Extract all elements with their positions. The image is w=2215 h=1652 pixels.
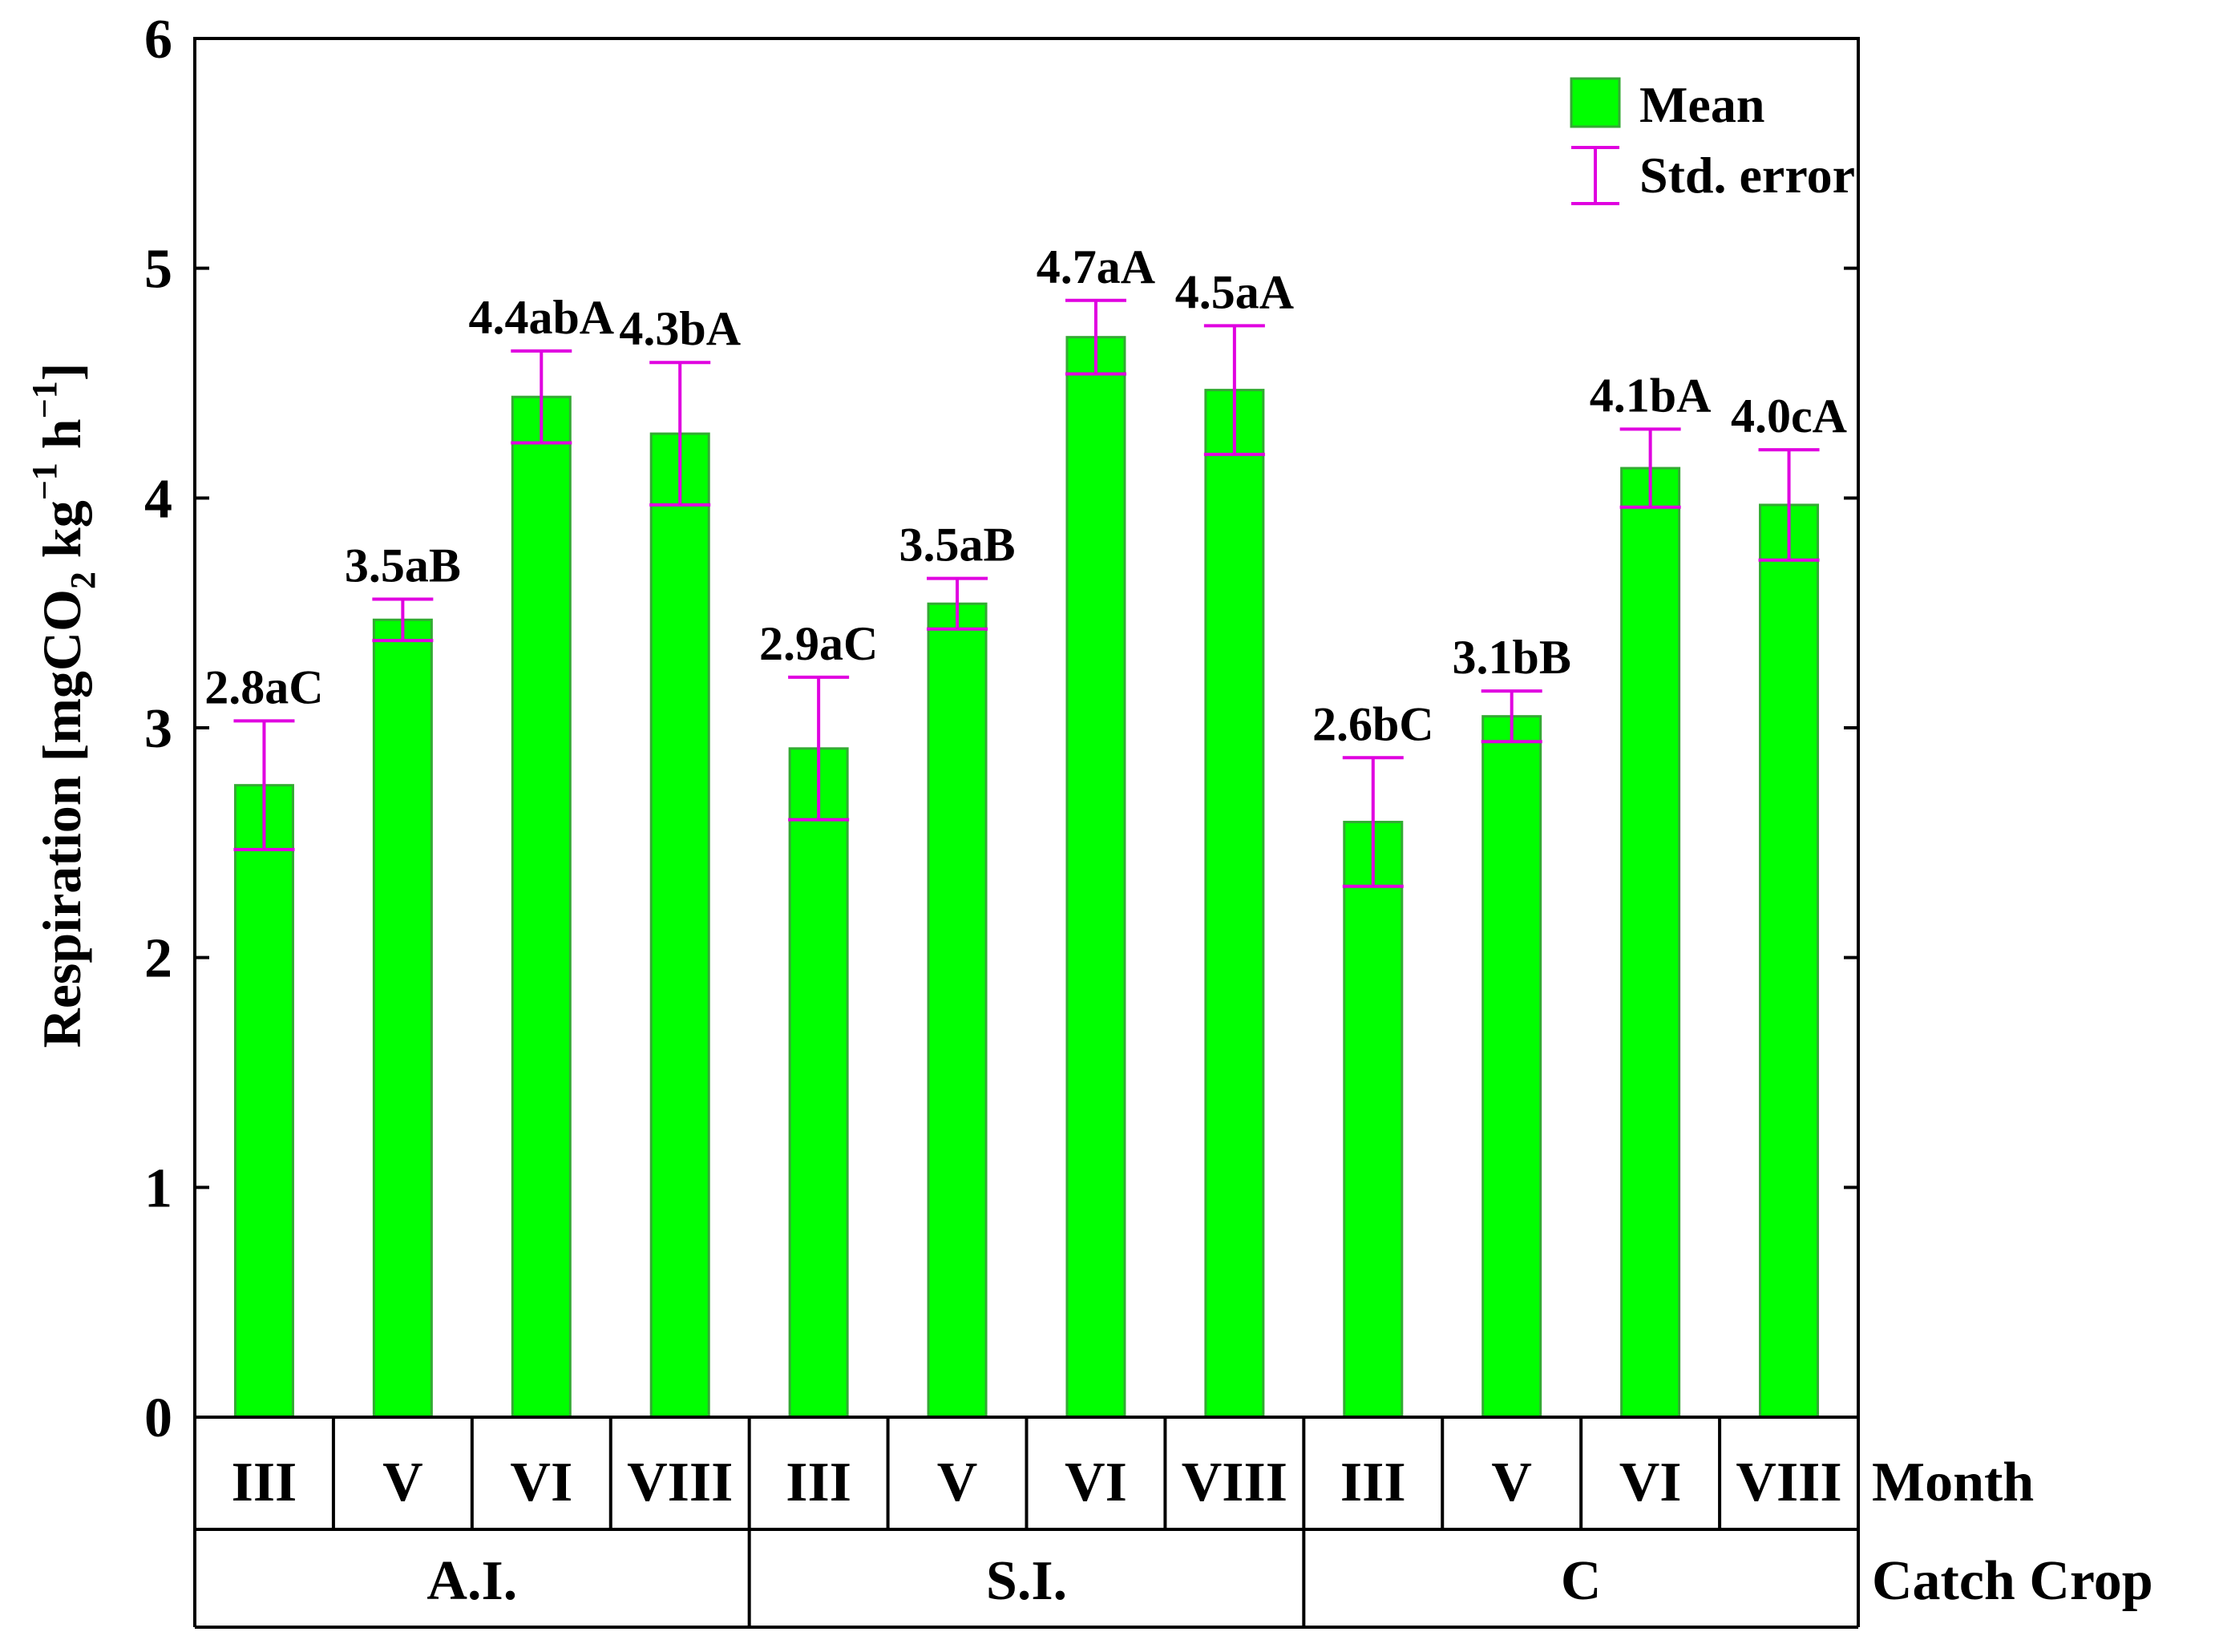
bar — [1620, 467, 1681, 1419]
error-bar — [1758, 448, 1820, 562]
catch-crop-row-label: Catch Crop — [1872, 1550, 2153, 1612]
error-bars — [233, 298, 1820, 888]
group-label: A.I. — [426, 1550, 517, 1612]
y-axis-label: Respiration [mgCO2 kg−1 h−1] — [25, 363, 103, 1048]
legend-stderr-icon — [1571, 146, 1619, 205]
y-tick-label: 6 — [144, 9, 172, 71]
month-label: VI — [1065, 1452, 1127, 1513]
month-label: VI — [1619, 1452, 1682, 1513]
y-tick-label: 2 — [144, 928, 172, 990]
bar — [1204, 389, 1265, 1419]
bar — [372, 618, 433, 1419]
data-labels: 2.8aC 3.5aB 4.4abA 4.3bA 2.9aC 3.5aB 4.7aA 4.5a… — [204, 240, 1847, 750]
legend-stderr-label: Std. error — [1639, 147, 1855, 204]
legend-mean-swatch — [1570, 77, 1621, 128]
data-label: 4.0cA — [1731, 390, 1847, 442]
bar — [1759, 503, 1820, 1419]
bar — [649, 432, 710, 1419]
data-label: 4.3bA — [619, 302, 741, 355]
month-label: III — [1340, 1452, 1406, 1513]
y-tick-label: 1 — [144, 1157, 172, 1219]
group-label: C — [1561, 1550, 1602, 1612]
error-bar — [1203, 324, 1265, 456]
error-bar — [649, 361, 711, 507]
y-tick-label: 0 — [144, 1387, 172, 1449]
error-bar — [511, 349, 572, 445]
legend-mean-label: Mean — [1639, 76, 1764, 133]
data-label: 4.7aA — [1037, 240, 1155, 293]
bar — [511, 395, 572, 1419]
data-label: 4.1bA — [1590, 369, 1712, 422]
y-tick-label: 4 — [144, 468, 172, 530]
group-label: S.I. — [986, 1550, 1067, 1612]
bar — [1065, 336, 1126, 1419]
bars — [233, 336, 1820, 1419]
month-label: VIII — [627, 1452, 733, 1513]
data-label: 2.8aC — [204, 660, 323, 713]
data-label: 3.1bB — [1453, 631, 1571, 684]
month-label: V — [937, 1452, 978, 1513]
bar — [233, 784, 294, 1419]
month-label: V — [1491, 1452, 1532, 1513]
y-ticks: 0 1 2 3 4 5 6 — [144, 9, 1858, 1449]
bar — [788, 747, 849, 1419]
month-label: VIII — [1182, 1452, 1287, 1513]
category-table: III V VI VIII III V VI VIII III V VI VIII A.I. S.I. C — [193, 1417, 1860, 1629]
bar — [927, 602, 988, 1419]
data-label: 2.6bC — [1312, 697, 1434, 750]
data-label: 3.5aB — [345, 539, 461, 592]
plot-frame — [193, 37, 1860, 1419]
error-bar — [1481, 689, 1542, 744]
error-bar — [927, 576, 988, 631]
bar — [1343, 821, 1404, 1419]
error-bar — [233, 719, 295, 851]
data-label: 4.4abA — [468, 291, 614, 344]
error-bar — [1065, 298, 1126, 376]
month-label: VI — [510, 1452, 572, 1513]
y-tick-label: 5 — [144, 239, 172, 301]
data-label: 2.9aC — [759, 617, 878, 670]
month-label: VIII — [1736, 1452, 1841, 1513]
error-bar — [372, 597, 434, 643]
error-bar — [1619, 427, 1681, 509]
month-label: III — [786, 1452, 851, 1513]
month-label: V — [382, 1452, 423, 1513]
month-row-label: Month — [1872, 1452, 2034, 1513]
bar — [1481, 715, 1542, 1419]
legend: Mean Std. error — [1570, 76, 1855, 205]
error-bar — [788, 675, 850, 822]
month-label: III — [232, 1452, 297, 1513]
data-label: 4.5aA — [1175, 265, 1294, 318]
error-bar — [1342, 756, 1404, 888]
y-tick-label: 3 — [144, 698, 172, 760]
data-label: 3.5aB — [899, 519, 1016, 572]
